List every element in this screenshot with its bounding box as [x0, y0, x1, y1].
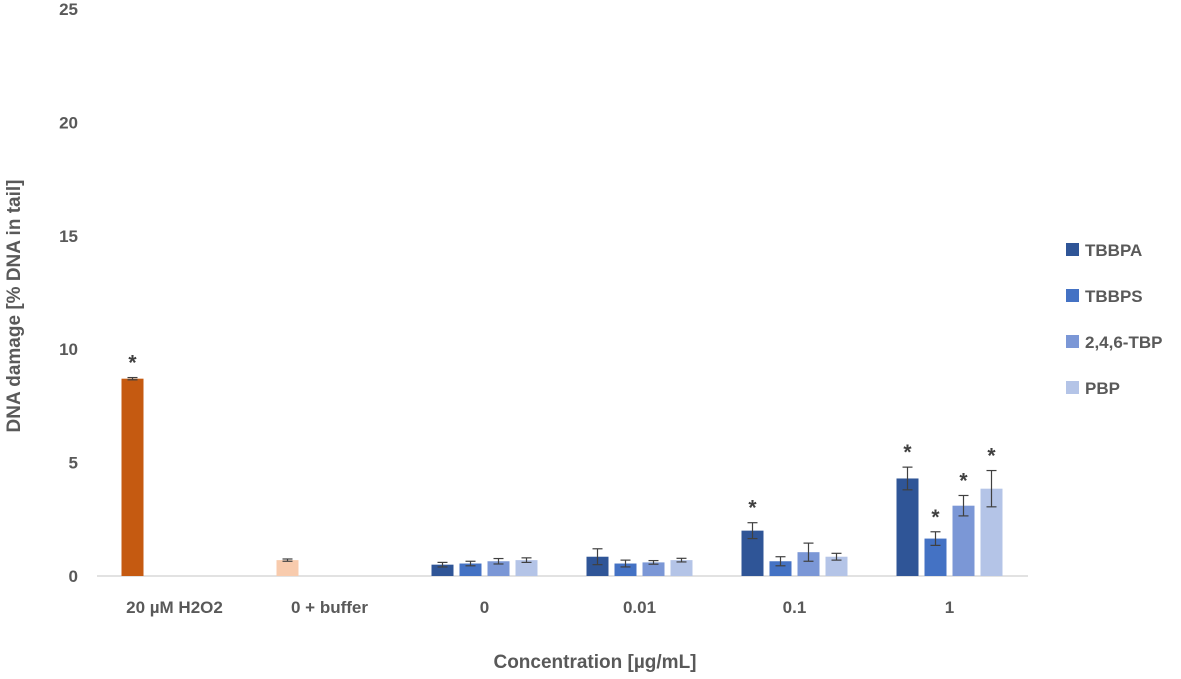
- y-tick-label: 5: [69, 454, 78, 473]
- control-0-bar: [121, 378, 144, 576]
- series-1-bar: [614, 563, 637, 576]
- y-tick-label: 20: [59, 113, 78, 132]
- y-axis-ticks: 0 5 10 15 20 25: [59, 0, 78, 586]
- series-0-bar: [431, 564, 454, 576]
- series-3-bar: [825, 556, 848, 576]
- x-category-label: 0.01: [623, 598, 656, 617]
- significance-marker: *: [959, 469, 968, 492]
- series-1-bar: [459, 563, 482, 576]
- significance-marker: *: [128, 352, 137, 375]
- series-0-bar: [741, 530, 764, 576]
- bars: * * * * * *: [121, 352, 1003, 576]
- legend-label: 2,4,6-TBP: [1085, 333, 1162, 352]
- series-2-bar: [642, 562, 665, 576]
- legend-label: TBBPS: [1085, 287, 1143, 306]
- significance-marker: *: [748, 497, 757, 520]
- legend-swatch: [1066, 381, 1079, 394]
- x-category-label: 20 µM H2O2: [126, 598, 223, 617]
- y-tick-label: 25: [59, 0, 78, 19]
- series-3-bar: [515, 560, 538, 576]
- significance-marker: *: [931, 506, 940, 529]
- series-2-bar: [952, 505, 975, 576]
- legend: TBBPA TBBPS 2,4,6-TBP PBP: [1066, 241, 1162, 398]
- x-category-label: 1: [945, 598, 954, 617]
- legend-label: PBP: [1085, 379, 1120, 398]
- y-axis-title: DNA damage [% DNA in tail]: [4, 179, 25, 432]
- legend-swatch: [1066, 335, 1079, 348]
- series-3-bar: [980, 488, 1003, 576]
- legend-swatch: [1066, 289, 1079, 302]
- x-category-label: 0: [480, 598, 489, 617]
- legend-label: TBBPA: [1085, 241, 1142, 260]
- significance-marker: *: [903, 441, 912, 464]
- series-2-bar: [797, 552, 820, 576]
- series-3-bar: [670, 560, 693, 576]
- y-tick-label: 15: [59, 227, 78, 246]
- series-0-bar: [586, 556, 609, 576]
- series-1-bar: [769, 561, 792, 576]
- x-category-label: 0.1: [783, 598, 807, 617]
- series-2-bar: [487, 561, 510, 576]
- legend-swatch: [1066, 243, 1079, 256]
- series-0-bar: [896, 478, 919, 576]
- control-1-bar: [276, 560, 299, 576]
- series-1-bar: [924, 538, 947, 576]
- y-tick-label: 0: [69, 567, 78, 586]
- x-axis-category-labels: 20 µM H2O2 0 + buffer 0 0.01 0.1 1: [126, 598, 954, 617]
- x-category-label: 0 + buffer: [291, 598, 368, 617]
- y-tick-label: 10: [59, 340, 78, 359]
- significance-marker: *: [987, 445, 996, 468]
- x-axis-title: Concentration [µg/mL]: [493, 652, 696, 673]
